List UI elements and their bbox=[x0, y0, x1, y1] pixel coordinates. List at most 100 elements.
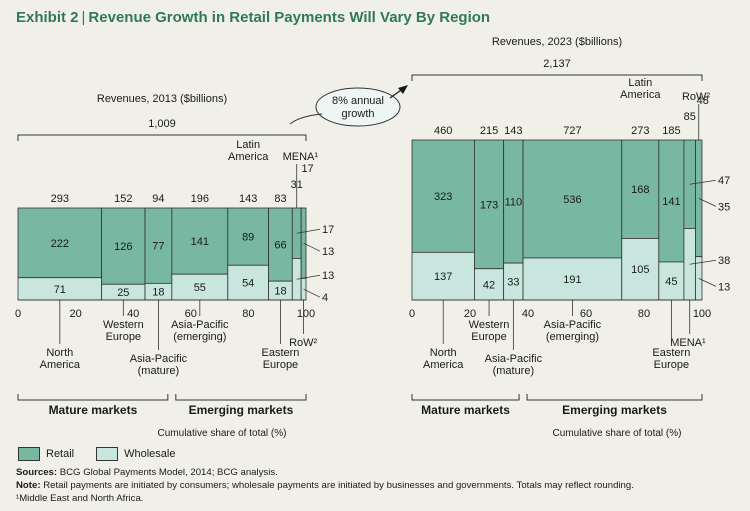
c2-retail-label-8: 35 bbox=[718, 201, 730, 213]
c1-retail-label-4: 141 bbox=[191, 236, 209, 248]
c1-retail-label-6: 66 bbox=[274, 240, 286, 252]
c2-region-label-1-1: America bbox=[423, 359, 464, 371]
c2-region-label-5-1: America bbox=[620, 89, 661, 101]
c1-total-label-1: 293 bbox=[51, 193, 69, 205]
c2-region-label-2-0: Western bbox=[469, 319, 510, 331]
c2-total-label-1: 460 bbox=[434, 125, 452, 137]
c1-retail-label-5: 89 bbox=[242, 232, 254, 244]
note-line: Note: Retail payments are initiated by c… bbox=[16, 480, 634, 491]
growth-label-line-1: 8% annual bbox=[332, 95, 384, 107]
c1-total-label-4: 196 bbox=[191, 193, 209, 205]
exhibit-heading: Revenue Growth in Retail Payments Will V… bbox=[88, 9, 491, 26]
c1-wholesale-bar-5 bbox=[227, 264, 270, 301]
c2-retail-bar-2 bbox=[474, 139, 505, 270]
c1-wholesale-label-4: 55 bbox=[194, 282, 206, 294]
c1-group-bracket-1 bbox=[17, 394, 169, 401]
legend-retail-swatch bbox=[18, 447, 40, 461]
c2-retail-label-2: 173 bbox=[480, 199, 498, 211]
c2-region-label-4-1: (emerging) bbox=[546, 331, 599, 343]
footnote-1: ¹Middle East and North Africa. bbox=[16, 493, 144, 504]
c1-group-label-2: Emerging markets bbox=[189, 403, 294, 417]
c2-retail-label-4: 536 bbox=[563, 194, 581, 206]
c2-total-label-3: 143 bbox=[504, 125, 522, 137]
c2-retail-leader-7 bbox=[689, 179, 717, 185]
c2-wholesale-label-3: 33 bbox=[507, 277, 519, 289]
c1-wholesale-label-3: 18 bbox=[152, 287, 164, 299]
c2-retail-label-3: 110 bbox=[505, 197, 523, 209]
c2-retail-bar-1 bbox=[411, 139, 475, 253]
c2-total-label-8: 48 bbox=[697, 95, 709, 107]
c1-wholesale-leader-8 bbox=[303, 288, 321, 298]
c2-region-label-3-1: (mature) bbox=[493, 365, 535, 377]
c2-region-label-4-0: Asia-Pacific bbox=[544, 319, 602, 331]
c1-region-label-2-0: Western bbox=[103, 319, 144, 331]
c1-x-tick-80: 80 bbox=[242, 308, 254, 320]
c2-wholesale-leader-8 bbox=[698, 277, 717, 287]
c1-region-label-1-0: North bbox=[46, 347, 73, 359]
c1-retail-label-1: 222 bbox=[51, 238, 69, 250]
c2-retail-bar-5 bbox=[621, 139, 660, 239]
footnotes: Sources: BCG Global Payments Model, 2014… bbox=[16, 466, 634, 505]
c1-total-label-6: 83 bbox=[274, 193, 286, 205]
growth-connector bbox=[289, 113, 323, 125]
c2-wholesale-bar-1 bbox=[411, 251, 475, 301]
c2-region-label-2-1: Europe bbox=[471, 331, 506, 343]
c1-retail-bar-4 bbox=[171, 207, 229, 275]
c1-region-label-5-0: Latin bbox=[236, 139, 260, 151]
c2-x-tick-0: 0 bbox=[409, 308, 415, 320]
c1-total-label-5: 143 bbox=[239, 193, 257, 205]
c2-retail-label-7: 47 bbox=[718, 175, 730, 187]
legend-wholesale-swatch bbox=[96, 447, 119, 461]
c1-total-bracket bbox=[17, 134, 307, 141]
c1-retail-label-2: 126 bbox=[114, 241, 132, 253]
c2-group-label-2: Emerging markets bbox=[562, 403, 667, 417]
c2-wholesale-bar-2 bbox=[474, 268, 505, 301]
c2-total-label-7: 85 bbox=[684, 111, 696, 123]
c2-region-label-3-0: Asia-Pacific bbox=[485, 353, 543, 365]
c1-region-label-3-0: Asia-Pacific bbox=[130, 353, 188, 365]
c2-x-tick-80: 80 bbox=[638, 308, 650, 320]
c2-total-bracket bbox=[411, 74, 703, 81]
growth-label-line-2: growth bbox=[341, 108, 374, 120]
c2-wholesale-label-5: 105 bbox=[631, 264, 649, 276]
c1-retail-bar-1 bbox=[17, 207, 103, 279]
c2-retail-label-6: 141 bbox=[662, 196, 680, 208]
c1-wholesale-label-6: 18 bbox=[274, 286, 286, 298]
c2-total-label-6: 185 bbox=[662, 125, 680, 137]
c2-total: 2,137 bbox=[543, 58, 571, 70]
c1-wholesale-label-5: 54 bbox=[242, 278, 254, 290]
c2-total-label-4: 727 bbox=[563, 125, 581, 137]
c1-x-tick-60: 60 bbox=[185, 308, 197, 320]
legend-wholesale-label: Wholesale bbox=[124, 448, 176, 460]
c2-wholesale-label-6: 45 bbox=[665, 276, 677, 288]
c1-wholesale-label-8: 4 bbox=[322, 292, 328, 304]
marimekko-charts: Revenues, 2013 ($billions) 1,009 293 222 71 1… bbox=[15, 36, 730, 439]
c1-wholesale-leader-7 bbox=[296, 274, 321, 280]
c1-total-label-3: 94 bbox=[152, 193, 164, 205]
c1-region-label-2-1: Europe bbox=[106, 331, 141, 343]
c2-region-label-5-0: Latin bbox=[628, 77, 652, 89]
c1-region-label-3-1: (mature) bbox=[138, 365, 180, 377]
c1-wholesale-label-7: 13 bbox=[322, 270, 334, 282]
c2-region-label-6-1: Europe bbox=[654, 359, 689, 371]
c2-wholesale-label-8: 13 bbox=[718, 281, 730, 293]
c2-retail-label-1: 323 bbox=[434, 191, 452, 203]
c2-retail-leader-8 bbox=[698, 197, 717, 207]
growth-arrowhead bbox=[398, 85, 408, 94]
c2-x-tick-100: 100 bbox=[693, 308, 711, 320]
c2-region-label-7: MENA¹ bbox=[670, 337, 706, 349]
c2-wholesale-label-7: 38 bbox=[718, 255, 730, 267]
c2-title: Revenues, 2023 ($billions) bbox=[492, 36, 622, 48]
exhibit-title: Exhibit 2 | Revenue Growth in Retail Payme… bbox=[16, 9, 490, 26]
c2-wholesale-label-1: 137 bbox=[434, 271, 452, 283]
c1-retail-leader-8 bbox=[303, 242, 321, 252]
c2-total-label-2: 215 bbox=[480, 125, 498, 137]
c2-wholesale-leader-7 bbox=[689, 259, 717, 265]
c2-x-tick-60: 60 bbox=[580, 308, 592, 320]
title-separator: | bbox=[81, 9, 86, 26]
c1-group-label-1: Mature markets bbox=[49, 403, 138, 417]
c1-x-tick-20: 20 bbox=[69, 308, 81, 320]
c1-x-tick-40: 40 bbox=[127, 308, 139, 320]
c1-total-label-2: 152 bbox=[114, 193, 132, 205]
c1-x-tick-0: 0 bbox=[15, 308, 21, 320]
